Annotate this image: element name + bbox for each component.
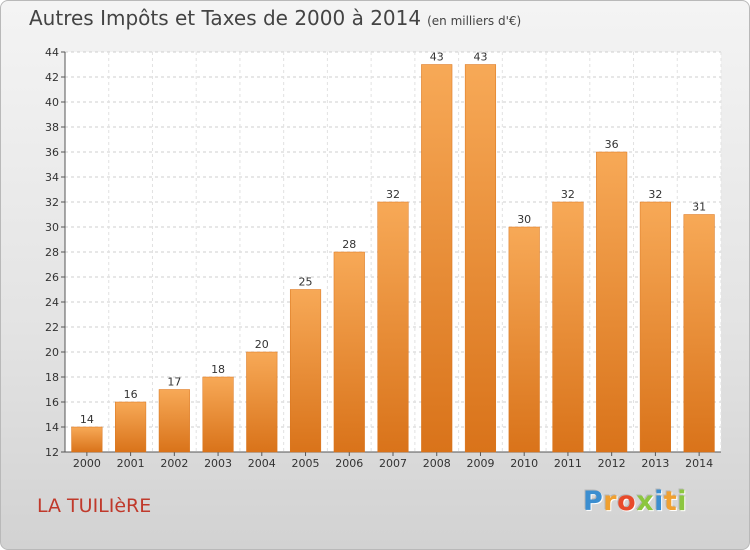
bar-2003 bbox=[202, 376, 234, 453]
x-tick-label: 2010 bbox=[510, 457, 538, 470]
title-text: Autres Impôts et Taxes de 2000 à 2014 bbox=[29, 6, 422, 30]
x-tick-label: 2001 bbox=[117, 457, 145, 470]
value-label: 20 bbox=[255, 338, 269, 351]
bar-2005 bbox=[289, 289, 322, 453]
bar-2002 bbox=[158, 389, 190, 453]
x-tick-label: 2013 bbox=[641, 457, 669, 470]
y-tick-label: 42 bbox=[45, 71, 59, 84]
x-tick-label: 2002 bbox=[160, 457, 188, 470]
y-tick-label: 38 bbox=[45, 121, 59, 134]
value-label: 17 bbox=[167, 376, 181, 389]
x-tick-label: 2005 bbox=[292, 457, 320, 470]
x-tick-label: 2009 bbox=[466, 457, 494, 470]
x-tick-label: 2014 bbox=[685, 457, 713, 470]
value-label: 14 bbox=[80, 413, 94, 426]
bars bbox=[71, 64, 715, 453]
chart-title: Autres Impôts et Taxes de 2000 à 2014 (en… bbox=[29, 6, 521, 30]
y-tick-label: 34 bbox=[45, 171, 59, 184]
bar-2014 bbox=[683, 214, 715, 453]
bar-2004 bbox=[246, 351, 278, 453]
y-tick-label: 36 bbox=[45, 146, 59, 159]
proxiti-logo: Proxiti bbox=[583, 486, 693, 526]
bar-2006 bbox=[333, 251, 365, 453]
bar-2010 bbox=[508, 226, 540, 453]
x-tick-label: 2004 bbox=[248, 457, 276, 470]
x-tick-label: 2000 bbox=[73, 457, 101, 470]
logo-letter: i bbox=[654, 486, 664, 517]
bar-2000 bbox=[71, 426, 103, 453]
y-tick-label: 32 bbox=[45, 196, 59, 209]
bar-2008 bbox=[421, 64, 453, 453]
value-label: 18 bbox=[211, 363, 225, 376]
logo-letter: r bbox=[603, 486, 618, 517]
y-tick-label: 40 bbox=[45, 96, 59, 109]
y-tick-label: 28 bbox=[45, 246, 59, 259]
value-label: 25 bbox=[299, 276, 313, 289]
logo-letter: i bbox=[677, 486, 688, 517]
x-tick-label: 2003 bbox=[204, 457, 232, 470]
unit-note: (en milliers d'€) bbox=[427, 14, 522, 28]
value-label: 31 bbox=[692, 201, 706, 214]
logo-letter: x bbox=[636, 486, 655, 517]
x-tick-label: 2007 bbox=[379, 457, 407, 470]
y-tick-label: 24 bbox=[45, 296, 59, 309]
value-label: 28 bbox=[342, 238, 356, 251]
y-tick-label: 30 bbox=[45, 221, 59, 234]
y-tick-label: 12 bbox=[45, 446, 59, 459]
y-tick-label: 16 bbox=[45, 396, 59, 409]
value-label: 43 bbox=[430, 51, 444, 64]
labels: 12 14 16 18 20 22 24 26 28 30 32 34 36 38 40 42 44 14 2000… bbox=[45, 46, 713, 470]
bar-2009 bbox=[464, 64, 497, 453]
y-tick-label: 26 bbox=[45, 271, 59, 284]
y-tick-label: 20 bbox=[45, 346, 59, 359]
value-label: 32 bbox=[561, 188, 575, 201]
logo-letter: t bbox=[663, 486, 678, 517]
x-tick-label: 2008 bbox=[423, 457, 451, 470]
y-tick-label: 14 bbox=[45, 421, 59, 434]
value-label: 36 bbox=[605, 138, 619, 151]
bar-2007 bbox=[377, 201, 409, 453]
logo-letter: o bbox=[617, 486, 637, 517]
bar-2001 bbox=[115, 401, 147, 453]
value-label: 43 bbox=[473, 51, 487, 64]
y-tick-label: 22 bbox=[45, 321, 59, 334]
logo-letter: P bbox=[583, 486, 604, 517]
bar-2011 bbox=[552, 201, 584, 453]
y-tick-label: 18 bbox=[45, 371, 59, 384]
y-tick-label: 44 bbox=[45, 46, 59, 59]
value-label: 30 bbox=[517, 213, 531, 226]
value-label: 32 bbox=[648, 188, 662, 201]
value-label: 16 bbox=[124, 388, 138, 401]
x-tick-label: 2012 bbox=[598, 457, 626, 470]
x-tick-label: 2011 bbox=[554, 457, 582, 470]
value-label: 32 bbox=[386, 188, 400, 201]
bar-2012 bbox=[596, 151, 628, 453]
x-tick-label: 2006 bbox=[335, 457, 363, 470]
commune-name: LA TUILIèRE bbox=[37, 495, 152, 517]
bar-2013 bbox=[639, 201, 671, 453]
